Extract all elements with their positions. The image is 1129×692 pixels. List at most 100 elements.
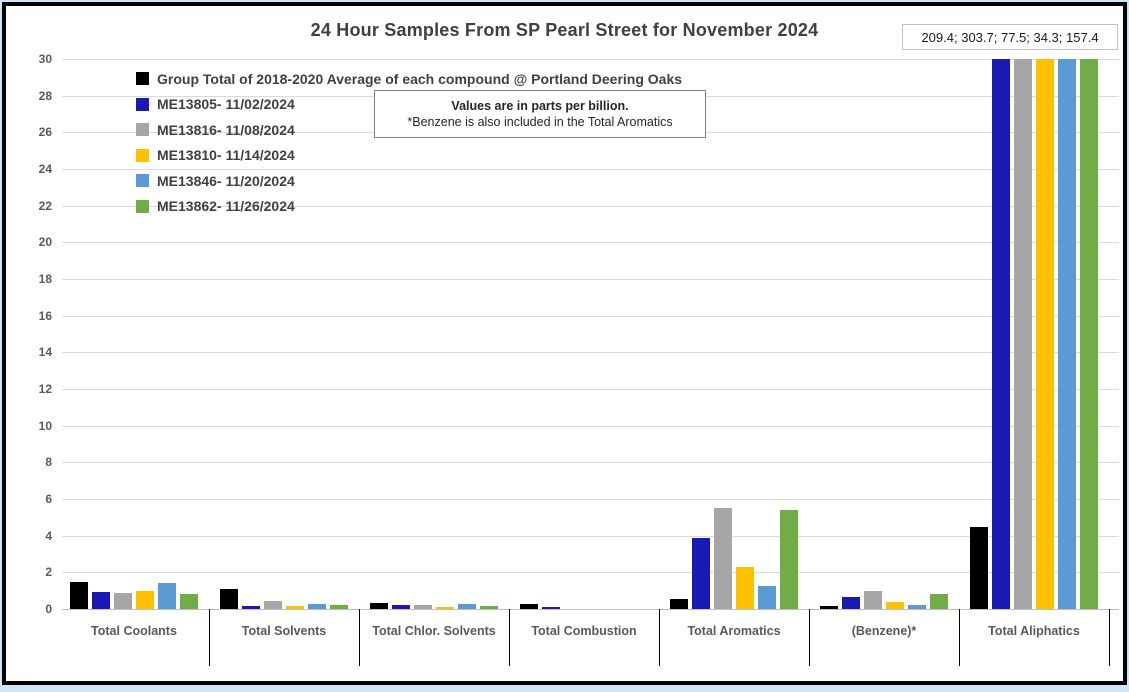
y-tick-label-28: 28 (38, 88, 52, 103)
gridline-y-24 (62, 169, 1119, 170)
chart-legend: Group Total of 2018-2020 Average of each… (136, 66, 682, 219)
y-tick-label-18: 18 (38, 272, 52, 286)
y-tick-label-2: 2 (45, 565, 52, 580)
bar-series-5-cat-2 (308, 604, 326, 609)
category-separator-6 (959, 609, 960, 666)
bar-series-3-cat-2 (264, 600, 282, 609)
legend-swatch-icon (136, 123, 149, 137)
gridline-y-14 (62, 352, 1119, 354)
bar-series-1-cat-4 (520, 603, 538, 609)
y-tick-label-24: 24 (38, 162, 52, 176)
category-separator-1 (209, 609, 210, 666)
gridline-y-18 (62, 279, 1119, 280)
bar-series-6-cat-1 (180, 594, 198, 609)
bar-series-1-cat-6 (820, 606, 838, 609)
bar-series-2-cat-7 (992, 59, 1010, 609)
category-label-7: Total Aliphatics (988, 624, 1080, 638)
bar-series-6-cat-5 (780, 510, 798, 609)
category-separator-5 (809, 609, 810, 666)
gridline-y-10 (62, 425, 1119, 427)
bar-series-1-cat-7 (970, 526, 988, 609)
clipped-values-callout: 209.4; 303.7; 77.5; 34.3; 157.4 (902, 24, 1118, 50)
legend-swatch-icon (136, 199, 149, 213)
category-label-1: Total Coolants (91, 624, 177, 638)
category-separator-7 (1109, 609, 1110, 666)
gridline-y-4 (62, 535, 1119, 537)
legend-swatch-icon (136, 97, 149, 111)
legend-item-4: ME13810- 11/14/2024 (136, 143, 682, 169)
bar-series-1-cat-1 (70, 581, 88, 609)
bar-series-6-cat-3 (480, 606, 498, 609)
y-tick-label-6: 6 (45, 492, 52, 506)
bar-series-6-cat-6 (930, 594, 948, 609)
bar-series-5-cat-5 (758, 586, 776, 609)
bar-series-5-cat-1 (158, 583, 176, 609)
legend-label: Group Total of 2018-2020 Average of each… (157, 70, 683, 87)
bar-series-4-cat-3 (436, 607, 454, 609)
y-tick-label-12: 12 (38, 382, 52, 396)
bar-series-6-cat-7 (1080, 59, 1098, 609)
legend-item-1: Group Total of 2018-2020 Average of each… (136, 66, 682, 92)
category-label-5: Total Aromatics (687, 624, 781, 638)
bar-series-1-cat-5 (670, 598, 688, 609)
legend-item-3: ME13816- 11/08/2024 (136, 117, 682, 143)
gridline-y-2 (62, 572, 1119, 574)
legend-label: ME13816- 11/08/2024 (157, 121, 295, 138)
bar-series-3-cat-7 (1014, 59, 1032, 609)
bar-series-5-cat-3 (458, 604, 476, 609)
category-label-2: Total Solvents (241, 624, 327, 638)
x-axis-line (62, 609, 1119, 610)
plot-area: Total Coolants Total Solvents Total Chlor.… (59, 59, 1119, 666)
legend-swatch-icon (136, 72, 149, 86)
bar-series-3-cat-3 (414, 605, 432, 609)
bar-series-4-cat-1 (136, 590, 154, 609)
bar-series-4-cat-5 (736, 566, 754, 609)
bar-series-3-cat-5 (714, 508, 732, 609)
bar-series-2-cat-4 (542, 607, 560, 609)
legend-label: ME13862- 11/26/2024 (157, 198, 295, 215)
legend-label: ME13805- 11/02/2024 (157, 96, 295, 113)
y-tick-label-30: 30 (38, 52, 52, 66)
category-separator-3 (509, 609, 510, 666)
y-tick-label-4: 4 (45, 528, 52, 543)
gridline-y-8 (62, 462, 1119, 464)
gridline-y-30 (62, 59, 1119, 60)
bar-series-2-cat-6 (842, 597, 860, 609)
y-tick-label-20: 20 (38, 235, 52, 250)
annotation-box: Values are in parts per billion. *Benzen… (374, 90, 706, 138)
gridline-y-22 (62, 205, 1119, 207)
bar-series-6-cat-2 (330, 605, 348, 609)
legend-item-2: ME13805- 11/02/2024 (136, 92, 682, 118)
category-label-6: (Benzene)* (851, 624, 917, 638)
annotation-line-1: Values are in parts per billion. (451, 99, 629, 113)
bar-series-5-cat-6 (908, 605, 926, 609)
y-tick-label-14: 14 (38, 345, 52, 360)
category-separator-4 (659, 609, 660, 666)
gridline-y-12 (62, 389, 1119, 390)
bar-series-3-cat-6 (864, 590, 882, 609)
bar-series-5-cat-7 (1058, 59, 1076, 609)
bar-series-1-cat-3 (370, 602, 388, 609)
legend-swatch-icon (136, 148, 149, 162)
y-tick-label-26: 26 (38, 125, 52, 140)
bar-series-4-cat-2 (286, 606, 304, 609)
bar-series-2-cat-5 (692, 537, 710, 609)
clipped-values-text: 209.4; 303.7; 77.5; 34.3; 157.4 (921, 29, 1099, 45)
category-label-3: Total Chlor. Solvents (372, 624, 496, 638)
bar-series-1-cat-2 (220, 588, 238, 609)
legend-label: ME13846- 11/20/2024 (157, 172, 295, 189)
legend-label: ME13810- 11/14/2024 (157, 147, 295, 164)
y-tick-label-10: 10 (38, 418, 52, 433)
bar-series-4-cat-7 (1036, 59, 1054, 609)
bar-series-4-cat-6 (886, 601, 904, 609)
bar-series-2-cat-3 (392, 605, 410, 609)
bar-series-2-cat-1 (92, 591, 110, 609)
legend-item-5: ME13846- 11/20/2024 (136, 168, 682, 194)
gridline-y-6 (62, 499, 1119, 500)
chart-title: 24 Hour Samples From SP Pearl Street for… (310, 20, 819, 40)
category-label-4: Total Combustion (531, 624, 637, 638)
legend-item-6: ME13862- 11/26/2024 (136, 194, 682, 220)
bar-series-3-cat-1 (114, 593, 132, 609)
